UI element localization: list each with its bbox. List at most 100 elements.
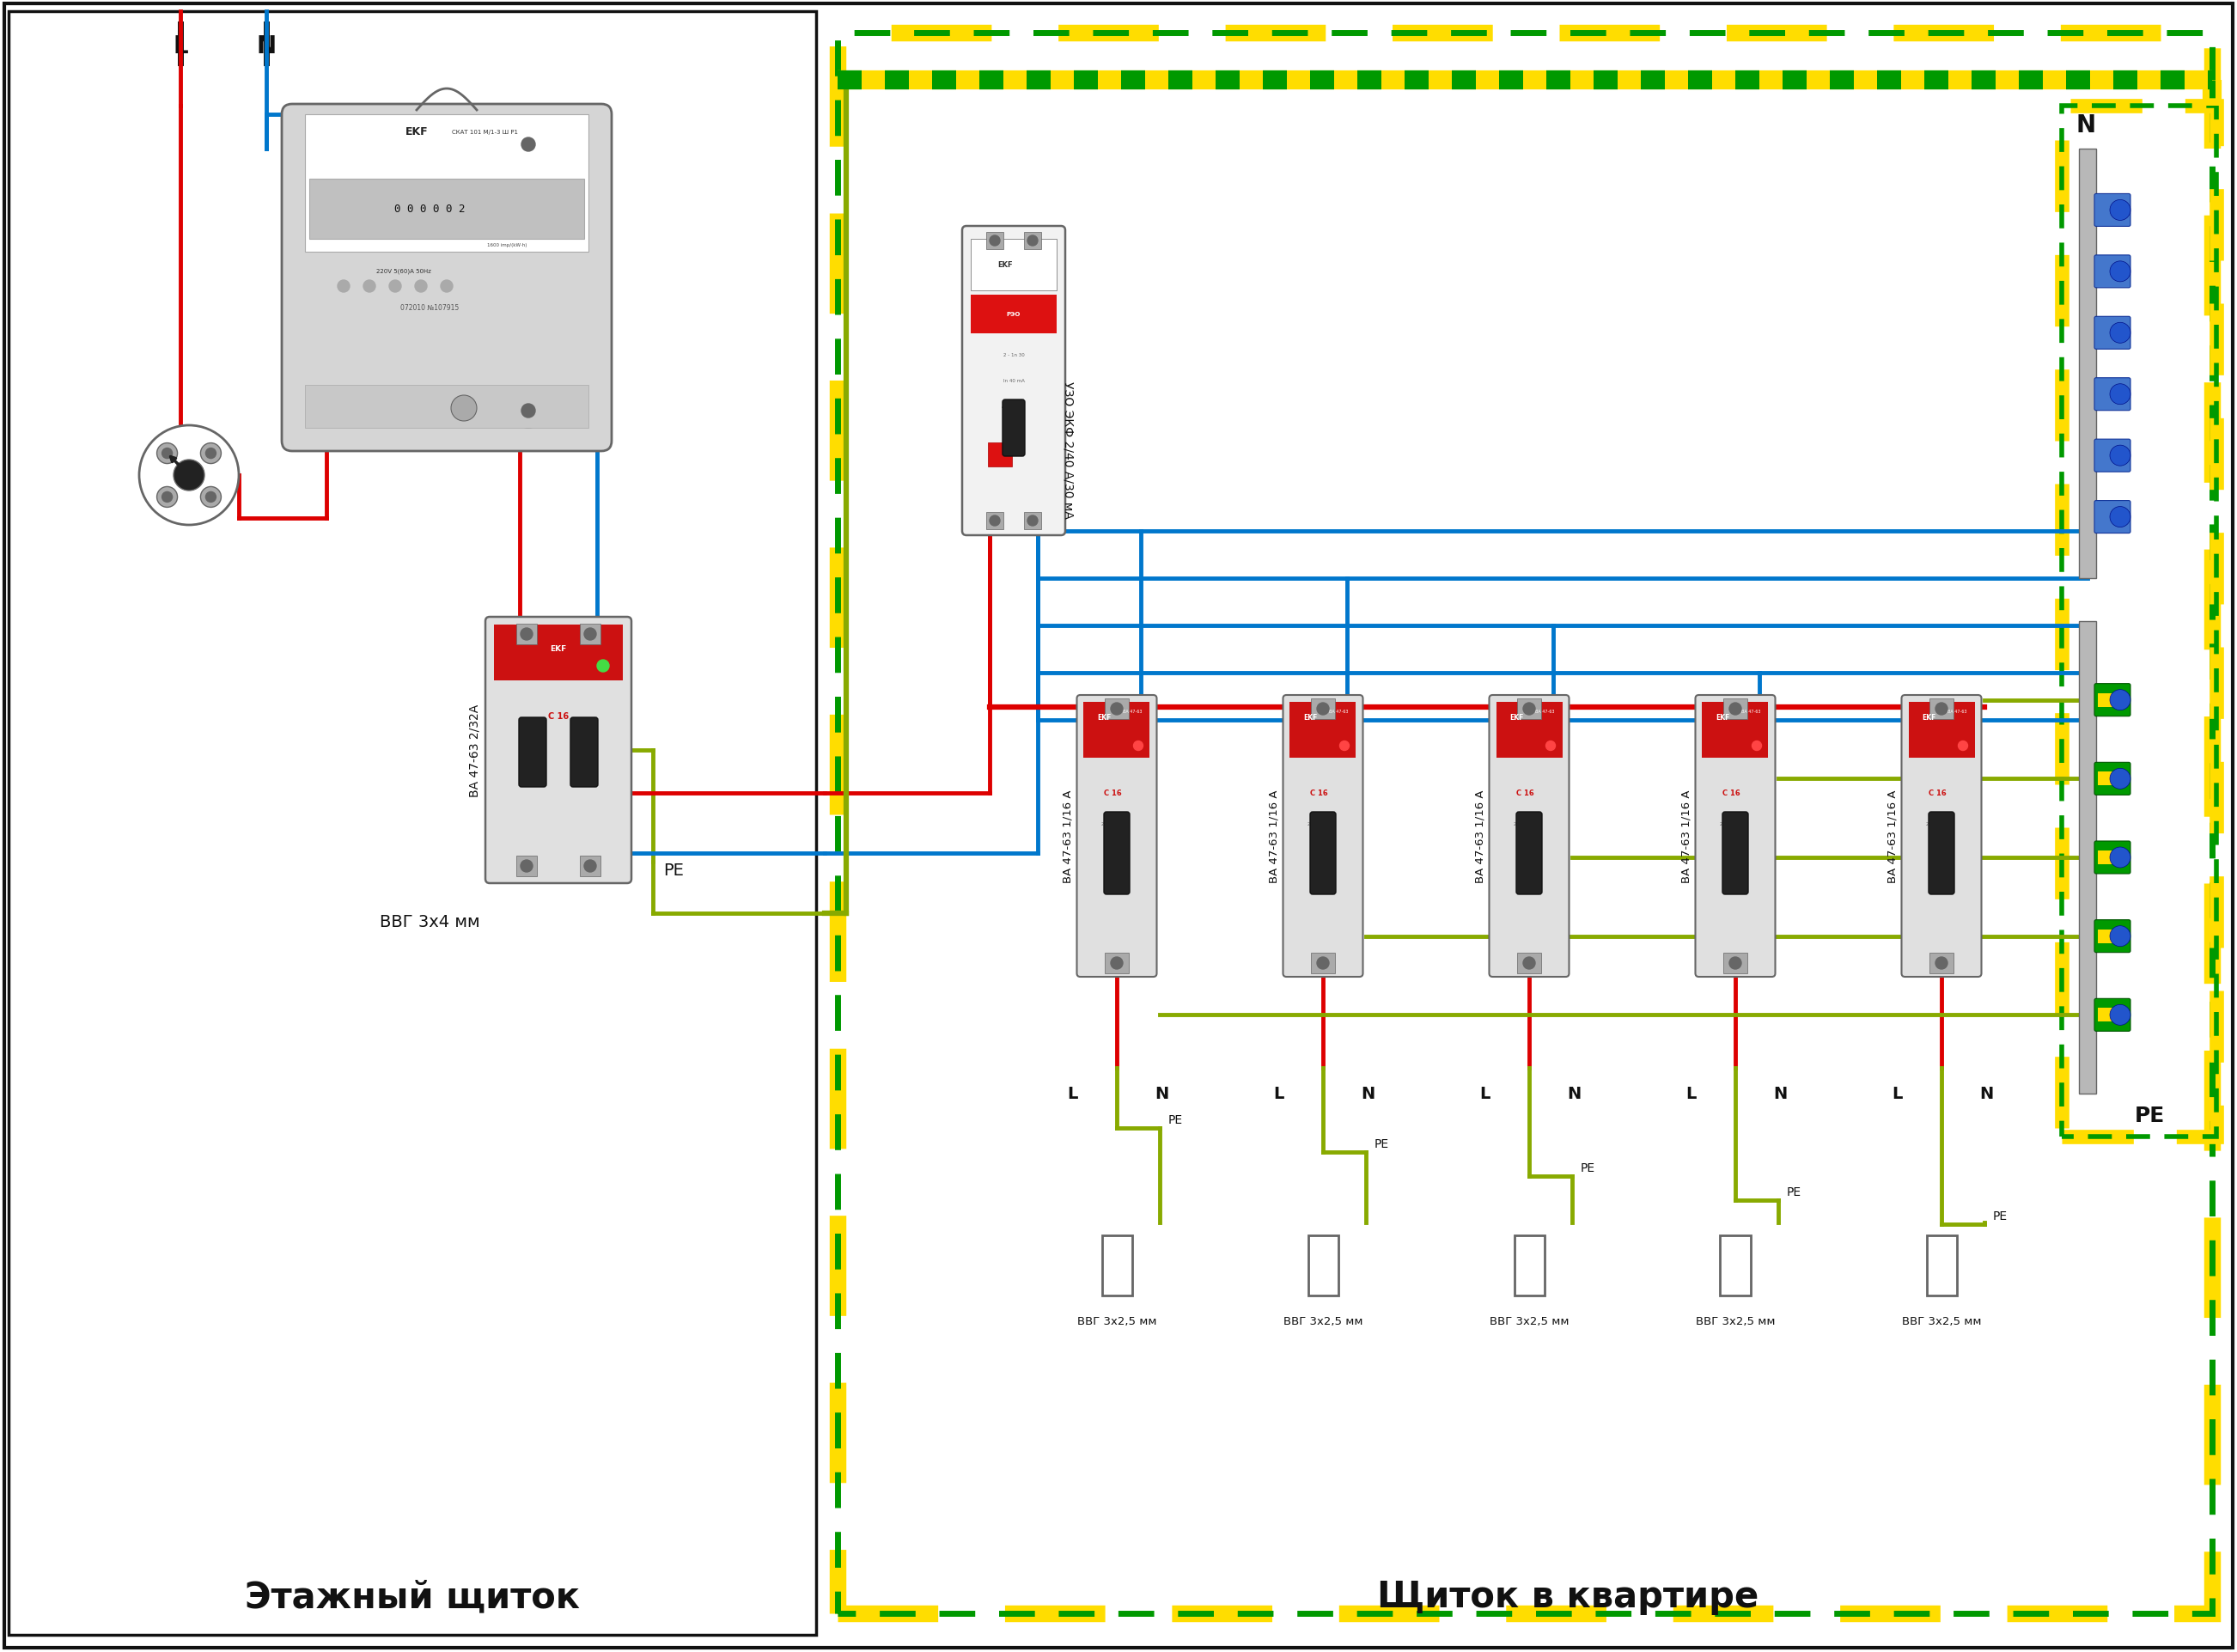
Text: ВА 47-63 1/16 А: ВА 47-63 1/16 А xyxy=(1268,790,1280,882)
Text: ВА 47-63 1/16 А: ВА 47-63 1/16 А xyxy=(1063,790,1074,882)
Bar xyxy=(1926,1236,1957,1295)
Circle shape xyxy=(1546,742,1555,752)
FancyBboxPatch shape xyxy=(2094,378,2130,411)
Circle shape xyxy=(1340,742,1349,752)
Circle shape xyxy=(510,127,546,162)
Circle shape xyxy=(201,487,221,507)
Text: N: N xyxy=(257,35,275,58)
Text: N: N xyxy=(1980,1085,1993,1102)
Bar xyxy=(971,296,1056,334)
Bar xyxy=(304,116,588,253)
Bar xyxy=(987,233,1004,249)
FancyBboxPatch shape xyxy=(1311,813,1335,895)
Text: C 16: C 16 xyxy=(548,712,568,720)
FancyBboxPatch shape xyxy=(1490,695,1568,976)
Text: EKF: EKF xyxy=(998,261,1013,269)
Bar xyxy=(2098,851,2127,864)
Circle shape xyxy=(521,139,535,152)
Circle shape xyxy=(157,487,177,507)
Text: Δn 30 mA: Δn 30 mA xyxy=(1002,405,1025,410)
Text: 1600 imp/(kW·h): 1600 imp/(kW·h) xyxy=(488,243,526,248)
FancyBboxPatch shape xyxy=(1696,695,1776,976)
Text: ВВГ 3х2,5 мм: ВВГ 3х2,5 мм xyxy=(1490,1317,1568,1327)
Bar xyxy=(1497,702,1561,758)
Circle shape xyxy=(161,492,172,502)
Circle shape xyxy=(2109,1004,2130,1026)
Text: L: L xyxy=(1273,1085,1284,1102)
Bar xyxy=(2078,149,2096,578)
Text: 2 - 1n 30: 2 - 1n 30 xyxy=(1002,354,1025,357)
Circle shape xyxy=(1027,515,1038,527)
Circle shape xyxy=(201,443,221,464)
Text: 0 0 0 0 0 2: 0 0 0 0 0 2 xyxy=(394,203,465,215)
FancyBboxPatch shape xyxy=(2094,999,2130,1031)
Text: C 16: C 16 xyxy=(1928,790,1946,798)
Text: EKF: EKF xyxy=(1096,714,1112,722)
Text: L: L xyxy=(1893,1085,1901,1102)
Circle shape xyxy=(161,449,172,459)
FancyBboxPatch shape xyxy=(1722,813,1747,895)
Circle shape xyxy=(521,405,535,418)
Circle shape xyxy=(2109,768,2130,790)
Circle shape xyxy=(1318,958,1329,970)
Bar xyxy=(9,12,817,1635)
Circle shape xyxy=(521,628,532,641)
Circle shape xyxy=(2109,200,2130,221)
Text: PE: PE xyxy=(2134,1105,2165,1125)
Text: 6000: 6000 xyxy=(1519,839,1530,843)
Circle shape xyxy=(1957,742,1969,752)
Text: Щиток в квартире: Щиток в квартире xyxy=(1378,1578,1758,1614)
Circle shape xyxy=(1134,742,1143,752)
Bar xyxy=(517,856,537,877)
FancyBboxPatch shape xyxy=(570,719,597,788)
Bar xyxy=(971,240,1056,291)
Bar xyxy=(1311,699,1335,720)
Circle shape xyxy=(521,861,532,872)
Bar xyxy=(1083,702,1150,758)
Text: In 40 mA: In 40 mA xyxy=(1002,378,1025,383)
Bar xyxy=(2063,106,2217,1137)
Bar xyxy=(1025,512,1040,530)
Text: ВВГ 3х2,5 мм: ВВГ 3х2,5 мм xyxy=(1284,1317,1362,1327)
Circle shape xyxy=(2109,847,2130,867)
Circle shape xyxy=(139,426,239,525)
Bar xyxy=(1105,699,1130,720)
FancyBboxPatch shape xyxy=(2094,841,2130,874)
Text: ВА 47-63: ВА 47-63 xyxy=(1123,710,1141,714)
Circle shape xyxy=(157,443,177,464)
Text: EKF: EKF xyxy=(550,646,566,653)
Bar xyxy=(2098,694,2127,707)
Text: EKF: EKF xyxy=(1716,714,1729,722)
Circle shape xyxy=(989,515,1000,527)
FancyBboxPatch shape xyxy=(1284,695,1362,976)
Text: PE: PE xyxy=(662,862,685,879)
Text: ВА 47-63 1/16 А: ВА 47-63 1/16 А xyxy=(1888,790,1899,882)
Text: 240/415 B: 240/415 B xyxy=(1720,821,1743,826)
FancyBboxPatch shape xyxy=(2094,684,2130,717)
Bar xyxy=(1103,1236,1132,1295)
Text: N: N xyxy=(1360,1085,1374,1102)
Bar xyxy=(494,624,622,681)
Text: ВА 47-63 1/16 А: ВА 47-63 1/16 А xyxy=(1474,790,1485,882)
Text: EKF: EKF xyxy=(405,127,427,137)
Circle shape xyxy=(1112,958,1123,970)
Circle shape xyxy=(584,861,597,872)
Text: EKF: EKF xyxy=(1922,714,1935,722)
Circle shape xyxy=(338,281,349,292)
Text: 6000: 6000 xyxy=(1313,839,1324,843)
Text: 6000: 6000 xyxy=(1725,839,1736,843)
Bar xyxy=(517,624,537,644)
Circle shape xyxy=(584,628,597,641)
Bar xyxy=(579,856,600,877)
Bar xyxy=(1722,699,1747,720)
Text: C 16: C 16 xyxy=(1103,790,1121,798)
Text: L: L xyxy=(1684,1085,1696,1102)
Circle shape xyxy=(2109,446,2130,466)
Text: 240/415 B: 240/415 B xyxy=(1101,821,1123,826)
FancyBboxPatch shape xyxy=(2094,501,2130,534)
Text: ВА 47-63: ВА 47-63 xyxy=(1535,710,1555,714)
Circle shape xyxy=(441,281,452,292)
Circle shape xyxy=(1318,704,1329,715)
FancyBboxPatch shape xyxy=(1517,813,1541,895)
Text: 240/415 B: 240/415 B xyxy=(1926,821,1948,826)
